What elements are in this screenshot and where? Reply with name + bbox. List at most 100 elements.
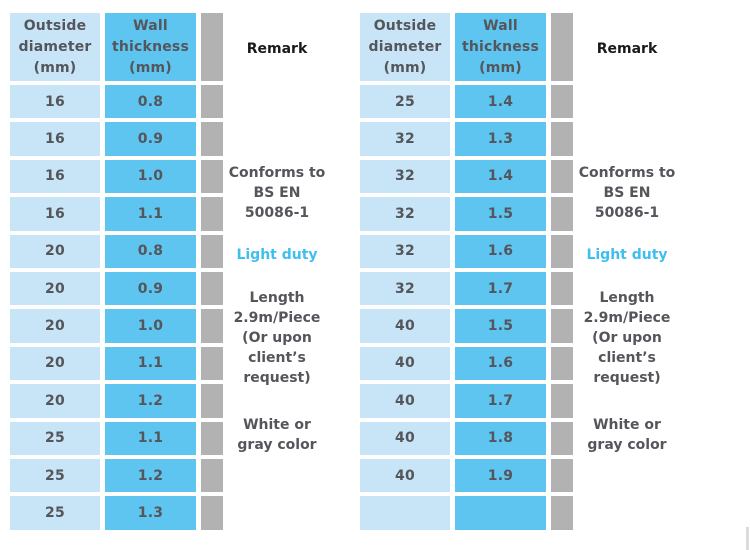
outside-diameter-cell: 16 bbox=[10, 197, 100, 231]
spacer-cell bbox=[551, 197, 573, 231]
column-header-outside-diameter: Outside diameter (mm) bbox=[10, 13, 100, 81]
spacer-cell bbox=[551, 458, 573, 493]
wall-thickness-cell: 1.7 bbox=[455, 271, 546, 306]
outside-diameter-cell-empty bbox=[360, 496, 450, 530]
remark-line: Length bbox=[249, 290, 305, 306]
spacer-cell bbox=[201, 122, 223, 156]
outside-diameter-cell: 25 bbox=[10, 458, 100, 493]
remark-line: request) bbox=[593, 370, 661, 386]
spacer-cell bbox=[201, 309, 223, 343]
outside-diameter-cell: 25 bbox=[360, 85, 450, 119]
outside-diameter-cell: 32 bbox=[360, 197, 450, 231]
column-header-wall-thickness: Wall thickness (mm) bbox=[455, 13, 546, 81]
spacer-cell bbox=[551, 309, 573, 343]
remark-line: gray color bbox=[587, 437, 667, 453]
header-line: Wall bbox=[133, 17, 168, 34]
spacer-cell bbox=[551, 13, 573, 81]
remark-color: White or gray color bbox=[567, 415, 687, 455]
header-line: diameter bbox=[18, 38, 92, 55]
header-line: Outside bbox=[373, 17, 437, 34]
wall-thickness-cell: 0.8 bbox=[105, 234, 196, 268]
header-line: (mm) bbox=[129, 59, 172, 76]
outside-diameter-cell: 32 bbox=[360, 159, 450, 194]
remark-line: client’s bbox=[598, 350, 656, 366]
wall-thickness-cell: 1.2 bbox=[105, 384, 196, 418]
header-line: (mm) bbox=[383, 59, 427, 76]
outside-diameter-cell: 20 bbox=[10, 346, 100, 381]
remark-line: Conforms to bbox=[578, 165, 676, 181]
column-header-wall-thickness: Wall thickness (mm) bbox=[105, 13, 196, 81]
wall-thickness-cell: 0.9 bbox=[105, 122, 196, 156]
header-line: (mm) bbox=[479, 59, 522, 76]
spacer-cell bbox=[201, 85, 223, 119]
wall-thickness-cell: 1.0 bbox=[105, 159, 196, 194]
remark-line: BS EN bbox=[603, 185, 651, 201]
remark-line: client’s bbox=[248, 350, 306, 366]
header-line: thickness bbox=[462, 38, 539, 55]
remark-line: Conforms to bbox=[228, 165, 326, 181]
remark-light-duty: Light duty bbox=[236, 247, 318, 263]
remark-line: 2.9m/Piece bbox=[583, 310, 671, 326]
spacer-cell bbox=[551, 496, 573, 530]
outside-diameter-cell: 32 bbox=[360, 271, 450, 306]
remark-line: 2.9m/Piece bbox=[233, 310, 321, 326]
wall-thickness-cell-empty bbox=[455, 496, 546, 530]
header-line: thickness bbox=[112, 38, 189, 55]
column-header-outside-diameter: Outside diameter (mm) bbox=[360, 13, 450, 81]
outside-diameter-cell: 40 bbox=[360, 309, 450, 343]
spacer-cell bbox=[201, 384, 223, 418]
spacer-cell bbox=[551, 384, 573, 418]
outside-diameter-cell: 40 bbox=[360, 346, 450, 381]
wall-thickness-cell: 0.9 bbox=[105, 271, 196, 306]
outside-diameter-cell: 40 bbox=[360, 421, 450, 455]
spacer-cell bbox=[201, 13, 223, 81]
spacer-cell bbox=[551, 122, 573, 156]
remark-line: 50086-1 bbox=[594, 205, 660, 221]
outside-diameter-cell: 20 bbox=[10, 309, 100, 343]
wall-thickness-cell: 0.8 bbox=[105, 85, 196, 119]
outside-diameter-cell: 16 bbox=[10, 122, 100, 156]
spec-table-right: Outside diameter (mm) Wall thickness (mm… bbox=[360, 13, 695, 533]
remark-header: Remark bbox=[246, 41, 308, 57]
remark-line: Length bbox=[599, 290, 655, 306]
remark-line: (Or upon bbox=[592, 330, 662, 346]
outside-diameter-cell: 32 bbox=[360, 234, 450, 268]
header-line: Wall bbox=[483, 17, 518, 34]
remark-line: request) bbox=[243, 370, 311, 386]
spec-table-left: Outside diameter (mm) Wall thickness (mm… bbox=[10, 13, 345, 533]
outside-diameter-cell: 40 bbox=[360, 384, 450, 418]
outside-diameter-cell: 20 bbox=[10, 384, 100, 418]
remark-length: Length 2.9m/Piece (Or upon client’s requ… bbox=[567, 288, 687, 388]
header-line: (mm) bbox=[33, 59, 77, 76]
outside-diameter-cell: 25 bbox=[10, 496, 100, 530]
wall-thickness-cell: 1.8 bbox=[455, 421, 546, 455]
outside-diameter-cell: 16 bbox=[10, 85, 100, 119]
wall-thickness-cell: 1.1 bbox=[105, 346, 196, 381]
spacer-cell bbox=[201, 421, 223, 455]
remark-color: White or gray color bbox=[217, 415, 337, 455]
wall-thickness-cell: 1.0 bbox=[105, 309, 196, 343]
remark-column-right: Remark Conforms to BS EN 50086-1 Light d… bbox=[567, 13, 687, 533]
remark-line: White or bbox=[593, 417, 661, 433]
wall-thickness-cell: 1.5 bbox=[455, 197, 546, 231]
wall-thickness-cell: 1.2 bbox=[105, 458, 196, 493]
spacer-cell bbox=[551, 85, 573, 119]
header-line: diameter bbox=[368, 38, 442, 55]
remark-standard: Conforms to BS EN 50086-1 bbox=[567, 163, 687, 223]
wall-thickness-cell: 1.3 bbox=[455, 122, 546, 156]
remark-standard: Conforms to BS EN 50086-1 bbox=[217, 163, 337, 223]
spacer-cell bbox=[551, 346, 573, 381]
page-edge-line bbox=[746, 527, 749, 550]
spacer-cell bbox=[201, 496, 223, 530]
spacer-cell bbox=[551, 234, 573, 268]
remark-header: Remark bbox=[596, 41, 658, 57]
spacer-cell bbox=[201, 197, 223, 231]
wall-thickness-cell: 1.9 bbox=[455, 458, 546, 493]
outside-diameter-cell: 40 bbox=[360, 458, 450, 493]
spacer-cell bbox=[201, 346, 223, 381]
remark-line: White or bbox=[243, 417, 311, 433]
spacer-cell bbox=[201, 159, 223, 194]
spec-grid-right: Outside diameter (mm) Wall thickness (mm… bbox=[360, 13, 695, 530]
remark-light-duty: Light duty bbox=[586, 247, 668, 263]
